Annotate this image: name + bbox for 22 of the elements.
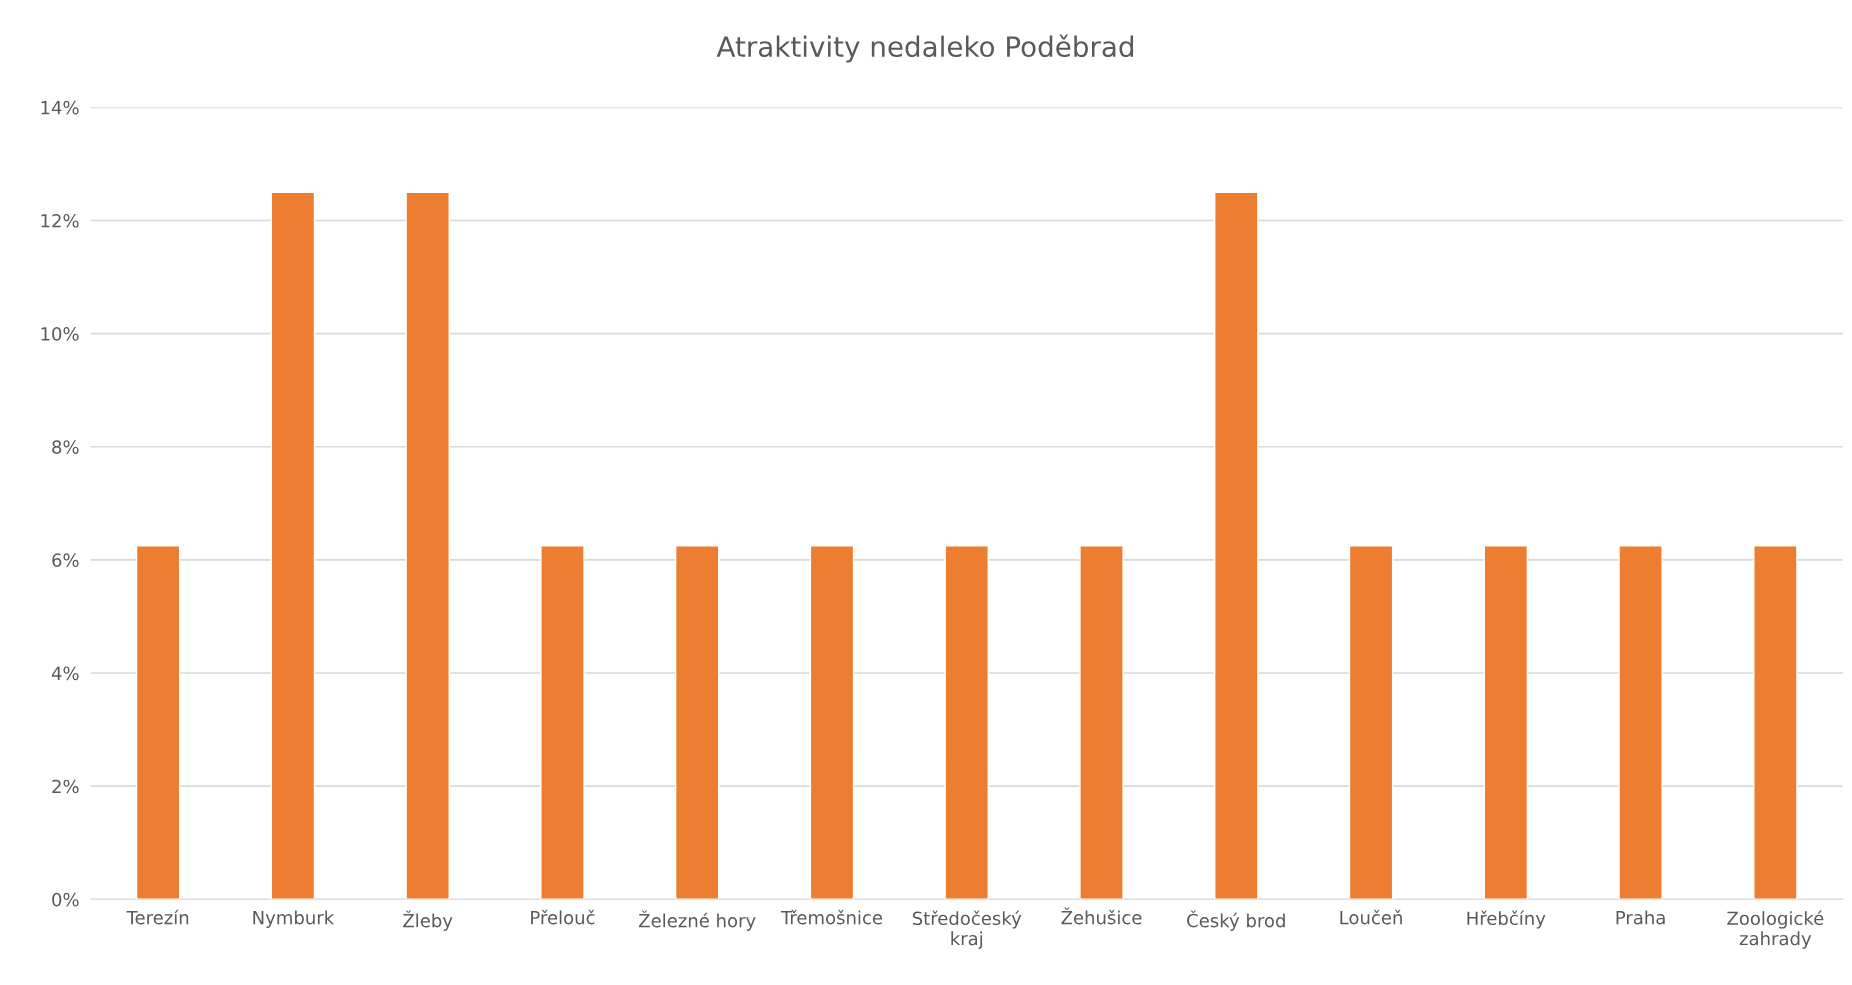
x-tick-label: Loučeň [1340,909,1402,925]
chart-title: Atraktivity nedaleko Poděbrad [716,34,1134,63]
y-tick-label: 8% [52,440,79,454]
x-tick-label: Český brod [1187,910,1285,931]
x-tick-label: Železné hory [639,910,756,931]
x-tick-label: Praha [1616,910,1665,925]
y-tick-label: 0% [52,892,79,907]
x-tick-label: Žehušice [1061,907,1142,925]
x-tick-label: Nymburk [253,910,335,928]
x-tick-label: Středočeský kraj [912,910,1022,949]
y-tick-label: 12% [41,213,79,228]
x-tick-label: Hřebčíny [1467,910,1546,929]
x-tick-label: Zoologické zahrady [1727,910,1824,949]
x-tick-label: Přelouč [531,909,595,925]
y-tick-label: 14% [41,100,79,115]
y-tick-label: 4% [51,666,79,681]
x-tick-label: Žleby [403,910,453,931]
y-tick-label: 2% [52,779,79,794]
x-tick-label: Třemošnice [780,909,883,925]
y-tick-label: 6% [52,553,79,568]
y-tick-label: 10% [41,327,79,341]
x-tick-label: Terezín [126,909,189,925]
